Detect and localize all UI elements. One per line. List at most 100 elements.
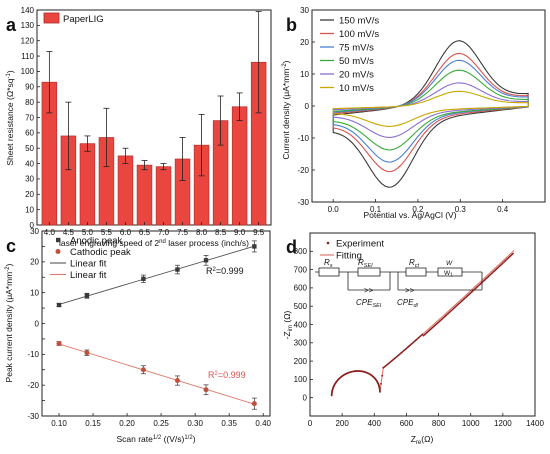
x-tick-label: 0.35: [221, 419, 237, 428]
y-tick-label: 20: [300, 38, 309, 47]
panel-b-label: b: [286, 15, 297, 35]
x-tick-label: 600: [400, 419, 414, 428]
panel-a: a 0 10 20 30 40 50 60 70 80 90 100 110 120 130 140 4.0…: [5, 6, 272, 248]
y-tick-label: 140: [21, 6, 35, 15]
x-tick-label: 0.2: [412, 205, 424, 214]
y-tick-label: 20: [30, 258, 39, 267]
panel-b-y-ticks: -30 -20 -10 0 10 20 30: [297, 6, 315, 207]
anodic-point: [141, 276, 146, 281]
x-tick-label: 1200: [494, 419, 512, 428]
x-tick-label: 9.0: [234, 228, 246, 237]
y-tick-label: 600: [294, 284, 308, 293]
x-tick-label: 0.20: [119, 419, 135, 428]
y-tick-label: 0: [35, 319, 40, 328]
circuit-rct-label: Rct: [409, 258, 420, 269]
y-tick-label: 200: [294, 357, 308, 366]
y-tick-label: 10: [300, 70, 309, 79]
panel-b: b -30 -20 -10 0 10 20 30 0.0 0.1 0.2 0.3 0.4 150 m…: [281, 6, 546, 220]
bar: [136, 164, 153, 226]
cathodic-point: [84, 350, 90, 356]
legend-label: Linear fit: [70, 259, 107, 270]
x-tick-label: 6.5: [139, 228, 151, 237]
circuit-cpe-sei-symbol: >>: [364, 286, 374, 295]
x-tick-label: 4.0: [44, 228, 56, 237]
panel-b-y-label: Current density (μA*mm-2): [281, 60, 291, 159]
x-tick-label: 0.4: [497, 205, 509, 214]
cathodic-point: [203, 387, 209, 393]
y-tick-label: 30: [300, 6, 309, 15]
circuit-cpedl-label: CPEdl: [397, 298, 419, 309]
y-tick-label: -20: [297, 166, 309, 175]
panel-c-y-ticks: -30 -20 -10 0 10 20 30: [27, 227, 45, 421]
y-tick-label: 10: [25, 205, 34, 214]
panel-a-legend-swatch: [43, 12, 60, 24]
y-tick-label: 30: [30, 227, 39, 236]
x-tick-label: 6.0: [120, 228, 132, 237]
y-tick-label: 0: [305, 102, 310, 111]
panel-b-x-ticks: 0.0 0.1 0.2 0.3 0.4: [328, 199, 509, 214]
y-tick-label: 20: [25, 190, 34, 199]
panel-a-bars: [41, 11, 267, 226]
y-tick-label: 0: [303, 394, 308, 403]
x-tick-label: 0.25: [153, 419, 169, 428]
panel-a-x-label: laser engraving speed of 2nd laser proce…: [59, 238, 249, 248]
x-tick-label: 5.0: [82, 228, 94, 237]
bar: [79, 143, 96, 226]
legend-label: Cathodic peak: [70, 247, 131, 258]
circuit-rct-resistor: [405, 267, 427, 277]
y-tick-label: 0: [30, 221, 35, 230]
x-tick-label: 0.30: [187, 419, 203, 428]
x-tick-label: 0.10: [51, 419, 67, 428]
legend-label: 150 mV/s: [339, 16, 379, 27]
y-tick-label: -20: [27, 381, 39, 390]
x-tick-label: 800: [432, 419, 446, 428]
cv-curve: [332, 90, 529, 127]
bar: [117, 155, 134, 226]
y-tick-label: 80: [25, 98, 34, 107]
y-tick-label: 10: [30, 288, 39, 297]
panel-b-curves: [332, 40, 529, 188]
experiment-point: [512, 252, 514, 255]
panel-a-legend-text: PaperLIG: [63, 14, 104, 25]
y-tick-label: 70: [25, 113, 34, 122]
panel-d-label: d: [286, 237, 297, 257]
linear-fit-line: [58, 245, 255, 305]
x-tick-label: 0.15: [85, 419, 101, 428]
cathodic-point: [174, 378, 180, 384]
x-tick-label: 0.0: [328, 205, 340, 214]
y-tick-label: 800: [294, 247, 308, 256]
circuit-warburg-element: [437, 267, 463, 277]
circuit-w-label: W: [446, 260, 453, 267]
cathodic-point: [140, 367, 146, 373]
x-tick-label: 7.0: [158, 228, 170, 237]
panel-d-y-label: -Zim (Ω): [282, 310, 294, 339]
y-tick-label: 120: [21, 37, 35, 46]
legend-label: 75 mV/s: [339, 43, 374, 54]
x-tick-label: 8.5: [215, 228, 227, 237]
panel-a-y-ticks: 0 10 20 30 40 50 60 70 80 90 100 110 120 130 140: [21, 6, 40, 230]
experiment-point: [380, 382, 382, 385]
y-tick-label: 300: [294, 339, 308, 348]
x-tick-label: 0.1: [370, 205, 382, 214]
y-tick-label: 60: [25, 129, 34, 138]
y-tick-label: 100: [21, 67, 35, 76]
panel-d-x-label: Zre(Ω): [411, 434, 434, 446]
circuit-rs-resistor: [318, 267, 340, 277]
circuit-rsei-label: RSEI: [358, 258, 373, 269]
y-tick-label: 90: [25, 83, 34, 92]
y-tick-label: 110: [21, 52, 34, 61]
panel-c-cathodic-r2: R2=0.999: [208, 370, 246, 380]
circuit-w1-label: W1: [444, 270, 453, 279]
y-tick-label: 700: [294, 265, 308, 274]
y-tick-label: 50: [25, 144, 34, 153]
panel-c-anodic-r2: R2=0.999: [206, 266, 244, 276]
legend-label: 20 mV/s: [339, 70, 374, 81]
panel-c-y-label: Peak current density (μA*mm-2): [4, 263, 14, 382]
y-tick-label: -10: [297, 134, 309, 143]
experiment-point: [379, 390, 381, 393]
x-tick-label: 7.5: [177, 228, 189, 237]
